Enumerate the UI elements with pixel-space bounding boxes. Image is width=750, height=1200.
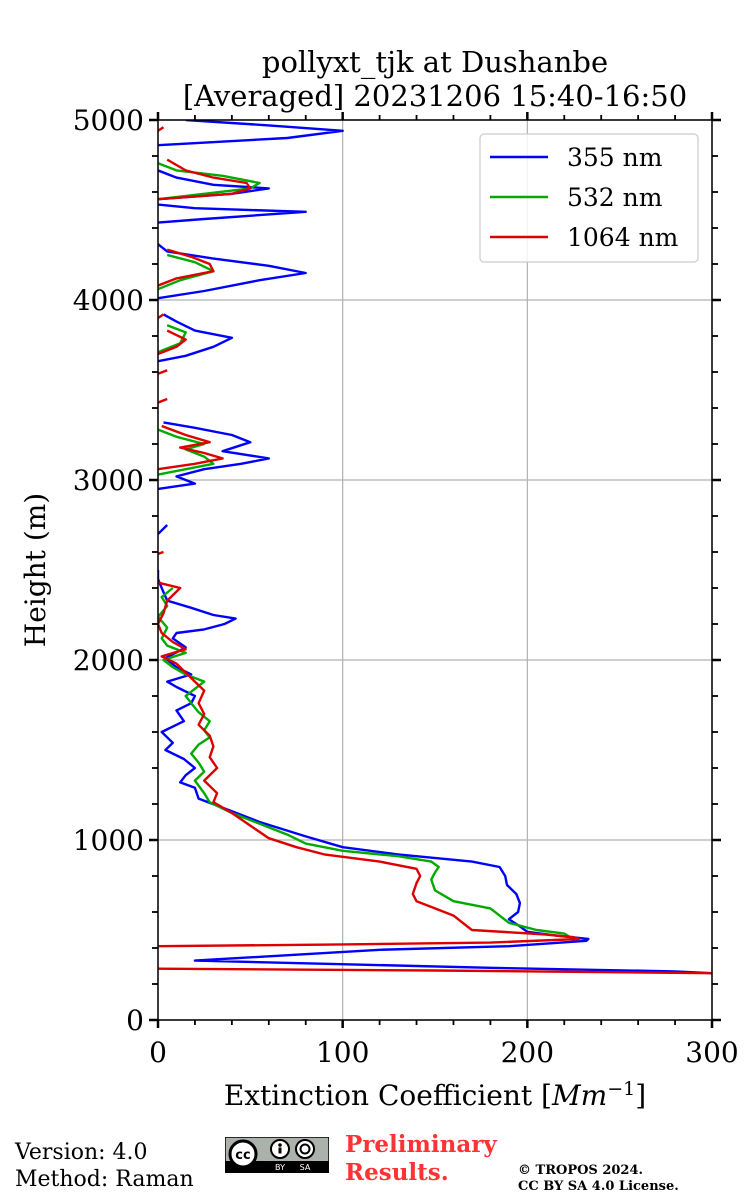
x-axis-label: Extinction Coefficient [Mm−1]: [224, 1078, 646, 1112]
preliminary-results-label: Preliminary Results.: [345, 1131, 497, 1187]
x-tick-label: 100: [316, 1036, 369, 1069]
plot-frame: [157, 119, 713, 1021]
legend-box: [479, 133, 699, 263]
x-tick-label: 0: [149, 1036, 167, 1069]
version-label: Version: 4.0: [15, 1140, 148, 1165]
y-tick-label: 3000: [73, 464, 144, 497]
preliminary-line-1: Preliminary: [345, 1131, 497, 1158]
copyright-notice: © TROPOS 2024. CC BY SA 4.0 License.: [518, 1163, 679, 1195]
preliminary-line-2: Results.: [345, 1159, 449, 1186]
cc-license-badge: cc BY SA: [225, 1137, 329, 1173]
x-tick-label: 300: [685, 1036, 738, 1069]
legend-label-1064-nm: 1064 nm: [567, 223, 679, 252]
legend-label-355-nm: 355 nm: [567, 143, 663, 172]
y-tick-label: 4000: [73, 284, 144, 317]
y-tick-label: 2000: [73, 644, 144, 677]
extinction-chart: pollyxt_tjk at Dushanbe [Averaged] 20231…: [19, 45, 739, 1112]
cc-icon: cc: [235, 1148, 250, 1163]
chart-subtitle: [Averaged] 20231206 15:40-16:50: [183, 79, 687, 113]
method-label: Method: Raman: [15, 1167, 194, 1192]
chart-title: pollyxt_tjk at Dushanbe: [262, 45, 608, 80]
y-axis-label: Height (m): [19, 493, 52, 647]
legend-label-532-nm: 532 nm: [567, 183, 663, 212]
cc-sa-text: SA: [300, 1163, 311, 1172]
y-tick-label: 5000: [73, 104, 144, 137]
series-line-355-nm: [158, 120, 712, 975]
series-line-1064-nm: [158, 126, 712, 975]
plot-area: [158, 120, 712, 975]
sa-icon: [295, 1139, 315, 1159]
copyright-line-1: © TROPOS 2024.: [518, 1163, 644, 1178]
cc-by-text: BY: [275, 1163, 285, 1172]
x-tick-label: 200: [501, 1036, 554, 1069]
series-line-532-nm: [158, 162, 575, 941]
y-tick-label: 0: [126, 1004, 144, 1037]
legend: 355 nm 532 nm 1064 nm: [479, 133, 699, 263]
y-tick-label: 1000: [73, 824, 144, 857]
copyright-line-2: CC BY SA 4.0 License.: [518, 1179, 679, 1194]
